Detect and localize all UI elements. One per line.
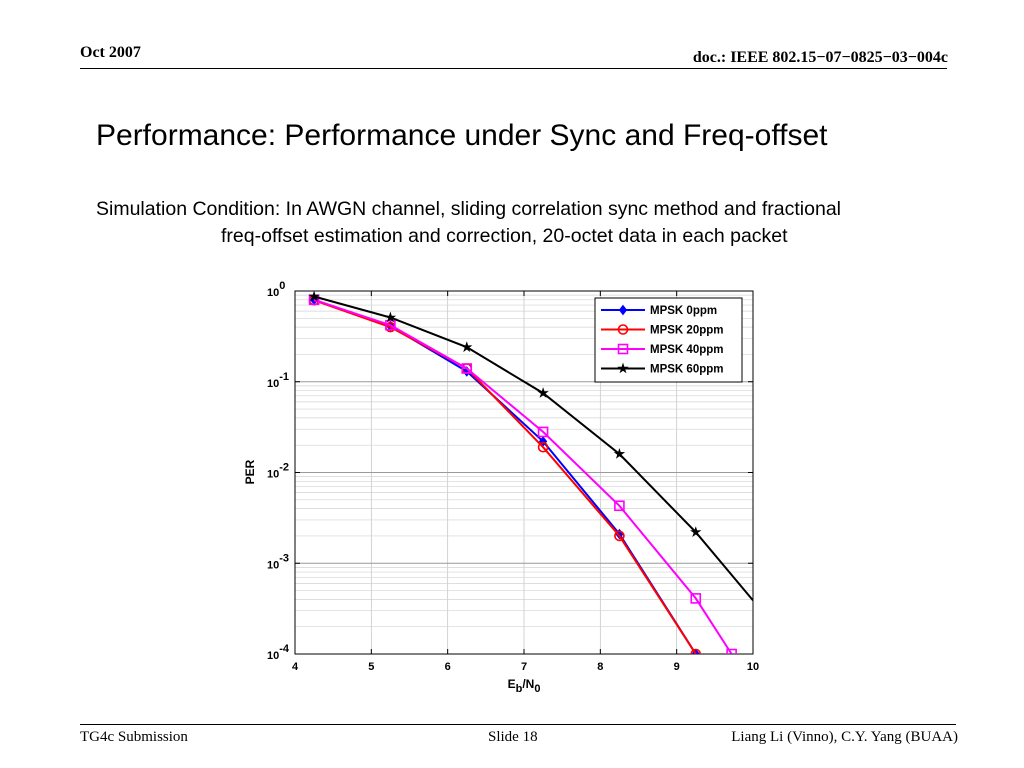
y-tick-label: 10-1: [267, 371, 289, 390]
data-point: [461, 341, 473, 353]
y-tick-label: 10-3: [267, 552, 289, 571]
data-point: [726, 648, 737, 654]
data-point: [537, 387, 549, 398]
data-point: [613, 448, 626, 459]
series-line: [313, 298, 733, 654]
slide-title: Performance: Performance under Sync and …: [96, 119, 828, 152]
data-point: [614, 530, 625, 542]
x-axis-label: Eb/N0: [508, 677, 541, 695]
legend-label: MPSK 40ppm: [650, 344, 724, 356]
legend-marker: [617, 362, 629, 374]
legend-label: MPSK 20ppm: [650, 325, 724, 337]
data-point: [614, 500, 625, 512]
data-point: [384, 311, 397, 323]
x-tick-label: 7: [521, 661, 527, 673]
x-tick-label: 4: [292, 661, 299, 673]
y-tick-label: 10-2: [267, 462, 289, 481]
y-tick-label: 10-4: [267, 643, 290, 662]
data-point: [690, 648, 702, 654]
x-tick-label: 8: [597, 661, 603, 673]
footer-submission: TG4c Submission: [80, 729, 188, 745]
data-point: [461, 363, 473, 374]
legend-label: MPSK 0ppm: [650, 305, 717, 317]
subtitle-line-2: freq-offset estimation and correction, 2…: [221, 225, 788, 247]
series-mpsk-40ppm: [308, 294, 737, 654]
footer-rule: [80, 724, 956, 725]
x-tick-label: 5: [368, 661, 374, 673]
data-point: [537, 426, 549, 438]
series: [308, 291, 753, 654]
legend-marker: [617, 343, 629, 355]
legend-marker: [618, 304, 628, 316]
legend: MPSK 0ppm MPSK 20ppm MPSK 40ppm MPSK 60ppm: [594, 297, 743, 383]
data-point: [385, 319, 396, 331]
legend-label: MPSK 60ppm: [650, 364, 724, 376]
data-point: [690, 593, 702, 604]
x-tick-label: 6: [445, 661, 451, 673]
footer-authors: Liang Li (Vinno), C.Y. Yang (BUAA): [731, 729, 958, 745]
header-doc-id: doc.: IEEE 802.15−07−0825−03−004c: [692, 49, 948, 66]
series-line: [313, 299, 697, 654]
y-tick-label: 100: [267, 280, 285, 299]
data-point: [308, 291, 320, 302]
y-axis-label: PER: [243, 459, 257, 484]
footer-slide-number: Slide 18: [488, 729, 538, 745]
subtitle-line-1: Simulation Condition: In AWGN channel, s…: [96, 198, 841, 220]
series-mpsk-60ppm: [308, 291, 753, 602]
x-tick-label: 9: [674, 661, 680, 673]
data-point: [690, 526, 702, 538]
slide-subtitle: Simulation Condition: In AWGN channel, s…: [96, 196, 986, 250]
legend-marker: [617, 324, 629, 335]
header-date: Oct 2007: [80, 44, 141, 61]
header-rule: [80, 68, 947, 69]
x-tick-label: 10: [747, 661, 759, 673]
data-point: [537, 441, 549, 453]
